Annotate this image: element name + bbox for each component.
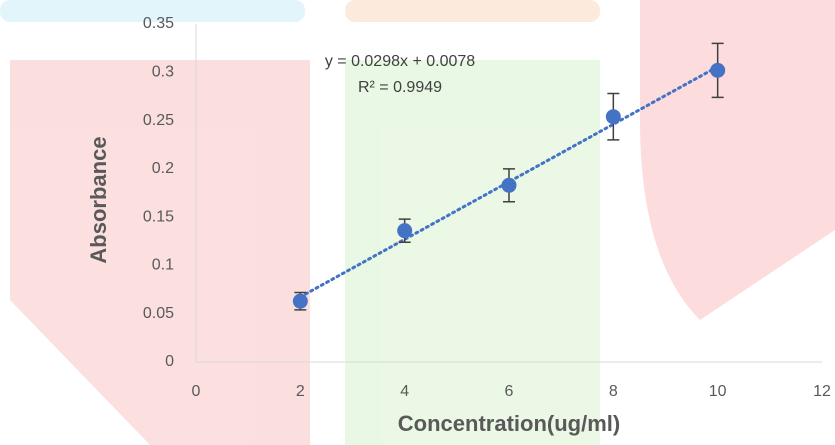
data-point (710, 63, 725, 78)
x-tick-label: 6 (505, 383, 514, 400)
x-tick-label: 12 (813, 383, 831, 400)
watermark-shape (345, 0, 600, 22)
data-point (293, 294, 308, 309)
x-tick-label: 10 (709, 383, 727, 400)
y-tick-label: 0 (165, 353, 174, 370)
y-tick-label: 0.2 (152, 160, 174, 177)
y-tick-label: 0.15 (143, 208, 174, 225)
y-tick-label: 0.25 (143, 112, 174, 129)
data-point (606, 109, 621, 124)
y-axis-title: Absorbance (86, 136, 111, 263)
trendline-r-squared: R² = 0.9949 (358, 79, 442, 96)
x-tick-label: 0 (192, 383, 201, 400)
x-tick-label: 2 (296, 383, 305, 400)
watermark-shape (640, 0, 835, 320)
x-axis-title: Concentration(ug/ml) (398, 411, 620, 436)
y-tick-label: 0.3 (152, 64, 174, 81)
y-tick-label: 0.35 (143, 15, 174, 32)
data-point (397, 223, 412, 238)
watermark-shape (345, 60, 600, 445)
y-tick-label: 0.05 (143, 305, 174, 322)
chart: Concentration(ug/ml) Absorbance y = 0.02… (0, 0, 835, 445)
y-tick-label: 0.1 (152, 257, 174, 274)
data-point (502, 178, 517, 193)
x-tick-label: 4 (400, 383, 409, 400)
trendline-equation: y = 0.0298x + 0.0078 (325, 53, 475, 70)
x-tick-label: 8 (609, 383, 618, 400)
